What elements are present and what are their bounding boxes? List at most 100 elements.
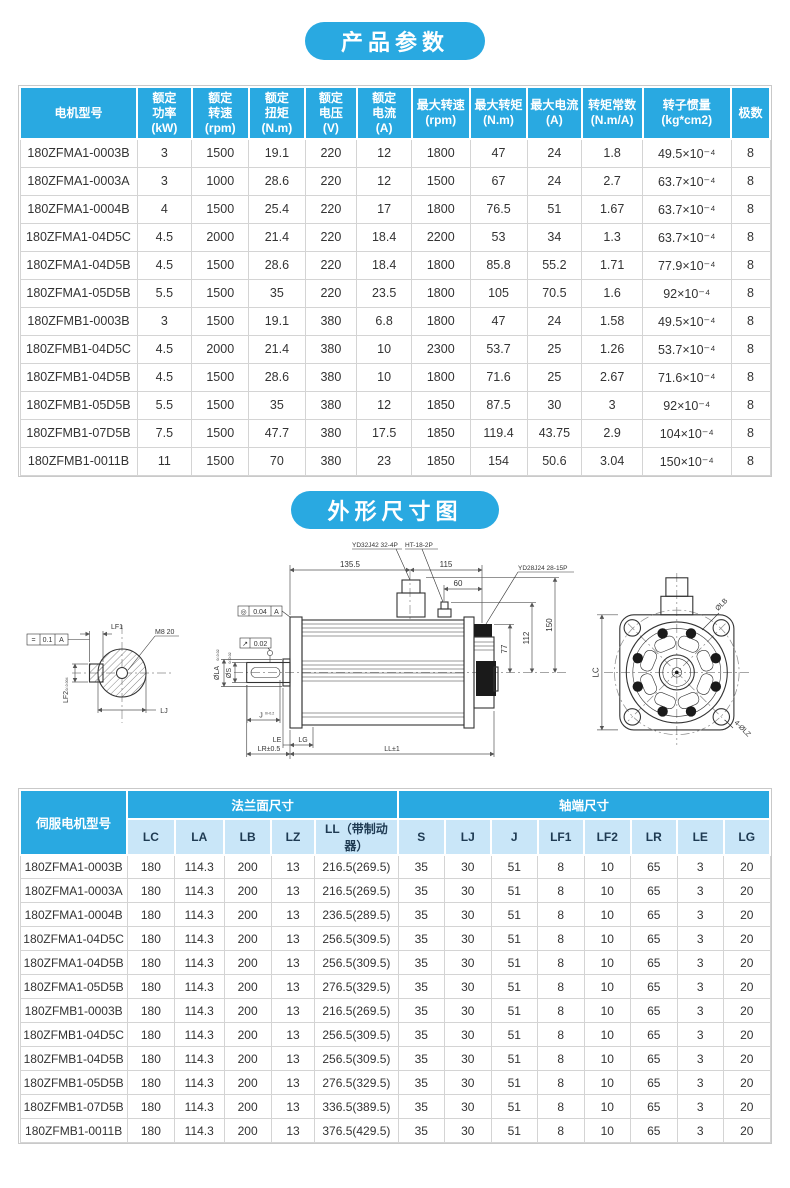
model-cell: 180ZFMB1-04D5B bbox=[19, 362, 138, 392]
value-cell: 51 bbox=[490, 1022, 538, 1047]
value-cell: 20 bbox=[723, 854, 771, 879]
value-cell: 30 bbox=[444, 1094, 492, 1119]
value-cell: 8 bbox=[730, 166, 771, 196]
value-cell: 5.5 bbox=[136, 390, 193, 420]
value-cell: 35 bbox=[397, 1094, 445, 1119]
value-cell: 3 bbox=[676, 1046, 724, 1071]
table-row: 180ZFMB1-05D5B 5.5 1500 35 380 12 1850 87.5 30 3 9… bbox=[19, 390, 771, 420]
value-cell: 1800 bbox=[411, 194, 471, 224]
value-cell: 47 bbox=[469, 306, 528, 336]
product-params-table-head: 电机型号 额定 功率 (kW) 额定 转速 (rpm) 额定 扭矩 (N.m) 额定 电… bbox=[19, 86, 771, 140]
value-cell: 51 bbox=[490, 1046, 538, 1071]
value-cell: 220 bbox=[304, 194, 358, 224]
value-cell: 1800 bbox=[411, 138, 471, 168]
value-cell: 3 bbox=[676, 1094, 724, 1119]
value-cell: 114.3 bbox=[174, 902, 225, 927]
keyway-slot bbox=[250, 666, 281, 678]
value-cell: 35 bbox=[397, 998, 445, 1023]
dim-60-label: 60 bbox=[454, 579, 463, 588]
column-header: LE bbox=[676, 817, 725, 856]
dimension-drawing: LF1 M8 20 = 0.1 A LF2 0/-0.004 LJ bbox=[18, 539, 772, 782]
value-cell: 114.3 bbox=[174, 926, 225, 951]
pilot-boss bbox=[282, 657, 291, 687]
value-cell: 13 bbox=[270, 1046, 316, 1071]
value-cell: 1.3 bbox=[581, 222, 643, 252]
value-cell: 24 bbox=[526, 138, 583, 168]
value-cell: 23 bbox=[356, 446, 412, 476]
value-cell: 1500 bbox=[191, 278, 250, 308]
value-cell: 65 bbox=[630, 1118, 678, 1143]
value-cell: 380 bbox=[304, 446, 358, 476]
value-cell: 63.7×10⁻⁴ bbox=[642, 166, 732, 196]
column-header: LF2 bbox=[583, 817, 632, 856]
header-row: 电机型号 额定 功率 (kW) 额定 转速 (rpm) 额定 扭矩 (N.m) 额定 电… bbox=[19, 86, 771, 140]
value-cell: 216.5(269.5) bbox=[314, 854, 399, 879]
value-cell: 12 bbox=[356, 138, 412, 168]
value-cell: 114.3 bbox=[174, 1070, 225, 1095]
lr-label: LR±0.5 bbox=[258, 746, 281, 753]
value-cell: 65 bbox=[630, 950, 678, 975]
value-cell: 256.5(309.5) bbox=[314, 1022, 399, 1047]
value-cell: 180 bbox=[126, 974, 176, 999]
value-cell: 13 bbox=[270, 878, 316, 903]
table-row: 180ZFMA1-0003B 180 114.3 200 13 216.5(269.5) 3… bbox=[19, 854, 771, 879]
value-cell: 1.71 bbox=[581, 250, 643, 280]
value-cell: 50.6 bbox=[526, 446, 583, 476]
value-cell: 220 bbox=[304, 250, 358, 280]
flange-dims-group-header: 法兰面尺寸 bbox=[126, 788, 399, 820]
value-cell: 8 bbox=[537, 950, 585, 975]
lj-label: LJ bbox=[160, 708, 167, 715]
value-cell: 35 bbox=[397, 926, 445, 951]
value-cell: 8 bbox=[730, 390, 771, 420]
value-cell: 70 bbox=[248, 446, 306, 476]
value-cell: 1.8 bbox=[581, 138, 643, 168]
value-cell: 30 bbox=[444, 974, 492, 999]
value-cell: 10 bbox=[583, 998, 631, 1023]
value-cell: 8 bbox=[730, 362, 771, 392]
model-cell: 180ZFMB1-0011B bbox=[19, 446, 138, 476]
servo-model-header: 伺服电机型号 bbox=[18, 788, 129, 856]
value-cell: 180 bbox=[126, 1070, 176, 1095]
value-cell: 376.5(429.5) bbox=[314, 1118, 399, 1143]
value-cell: 20 bbox=[723, 1118, 771, 1143]
value-cell: 180 bbox=[126, 1094, 176, 1119]
motor-side-view: ↗ 0.02 ◎ 0.04 A ØLA 0/-0.02 ØS 0/-0.02 J… bbox=[214, 542, 574, 759]
m8-thread-label: M8 20 bbox=[155, 629, 175, 636]
lz-label: 4-ØLZ bbox=[733, 719, 752, 738]
table-row: 180ZFMA1-05D5B 180 114.3 200 13 276.5(329.5) 3… bbox=[19, 974, 771, 999]
value-cell: 200 bbox=[223, 878, 272, 903]
section-banner-product-params: 产品参数 bbox=[304, 22, 485, 60]
value-cell: 10 bbox=[583, 1070, 631, 1095]
value-cell: 13 bbox=[270, 854, 316, 879]
value-cell: 49.5×10⁻⁴ bbox=[642, 138, 732, 168]
value-cell: 200 bbox=[223, 926, 272, 951]
value-cell: 20 bbox=[723, 1046, 771, 1071]
model-cell: 180ZFMA1-04D5C bbox=[19, 926, 128, 951]
value-cell: 200 bbox=[223, 1046, 272, 1071]
value-cell: 65 bbox=[630, 1094, 678, 1119]
value-cell: 70.5 bbox=[526, 278, 583, 308]
value-cell: 76.5 bbox=[469, 194, 528, 224]
column-header: LB bbox=[222, 817, 273, 856]
value-cell: 51 bbox=[490, 902, 538, 927]
value-cell: 30 bbox=[444, 854, 492, 879]
value-cell: 3 bbox=[676, 1118, 724, 1143]
value-cell: 1.6 bbox=[581, 278, 643, 308]
value-cell: 20 bbox=[723, 998, 771, 1023]
value-cell: 65 bbox=[630, 878, 678, 903]
value-cell: 30 bbox=[526, 390, 583, 420]
column-header: LZ bbox=[270, 817, 316, 856]
value-cell: 1800 bbox=[411, 250, 471, 280]
value-cell: 51 bbox=[490, 974, 538, 999]
value-cell: 10 bbox=[583, 1094, 631, 1119]
value-cell: 30 bbox=[444, 902, 492, 927]
value-cell: 200 bbox=[223, 1118, 272, 1143]
value-cell: 77.9×10⁻⁴ bbox=[642, 250, 732, 280]
value-cell: 35 bbox=[397, 878, 445, 903]
column-header: 额定 转速 (rpm) bbox=[190, 86, 250, 140]
model-cell: 180ZFMA1-0003A bbox=[19, 166, 138, 196]
value-cell: 4 bbox=[136, 194, 193, 224]
product-params-table-frame: 电机型号 额定 功率 (kW) 额定 转速 (rpm) 额定 扭矩 (N.m) 额定 电… bbox=[18, 85, 772, 477]
value-cell: 3.04 bbox=[581, 446, 643, 476]
table-row: 180ZFMA1-04D5B 4.5 1500 28.6 220 18.4 1800 85.8… bbox=[19, 250, 771, 280]
